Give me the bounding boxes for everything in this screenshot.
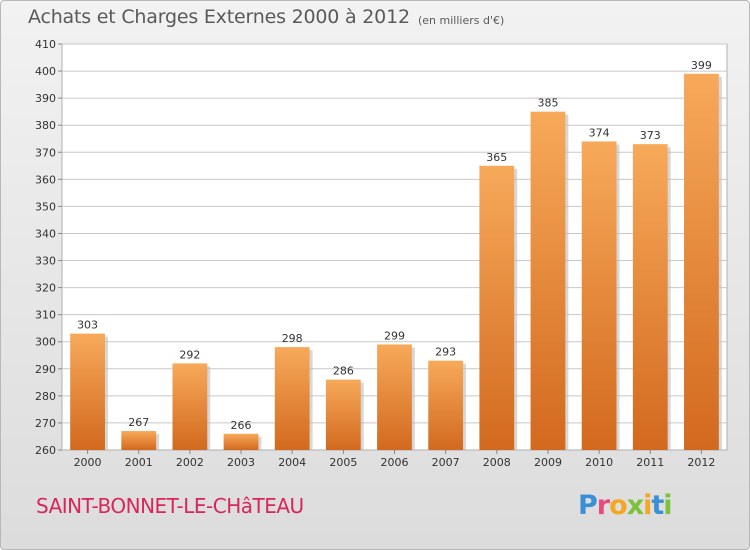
data-label: 266 <box>231 419 252 432</box>
x-tick-label: 2003 <box>227 456 255 469</box>
y-tick-label: 270 <box>35 417 56 430</box>
bar-layer <box>70 73 722 451</box>
y-tick-label: 280 <box>35 390 56 403</box>
bar <box>377 344 412 450</box>
y-tick-label: 310 <box>35 309 56 322</box>
chart-subtitle: (en milliers d'€) <box>418 14 505 27</box>
x-tick-label: 2010 <box>585 456 613 469</box>
y-tick-label: 330 <box>35 255 56 268</box>
brand-letter: t <box>651 490 664 521</box>
y-tick-label: 300 <box>35 336 56 349</box>
bar <box>684 73 719 451</box>
bar <box>581 141 617 450</box>
data-label: 286 <box>333 365 354 378</box>
chart-title: Achats et Charges Externes 2000 à 2012 <box>28 6 410 28</box>
brand-letter: r <box>596 490 610 521</box>
y-tick-label: 320 <box>35 282 56 295</box>
y-tick-label: 340 <box>35 227 56 240</box>
bar <box>274 347 310 450</box>
data-label: 373 <box>640 129 661 142</box>
y-axis-ticks: 260 270 280 290 300 310 320 330 340 350 360 370 380 3… <box>35 38 62 457</box>
brand-logo: Proxiti <box>578 490 673 521</box>
data-label: 298 <box>282 332 303 345</box>
place-name: SAINT-BONNET-LE-CHâTEAU <box>36 494 304 518</box>
x-tick-label: 2005 <box>329 456 357 469</box>
y-tick-label: 360 <box>35 173 56 186</box>
brand-letter: i <box>663 490 672 521</box>
x-tick-label: 2007 <box>432 456 460 469</box>
label-layer: 303 267 292 266 298 286 299 293 365 385 374 373 399 <box>77 59 712 432</box>
x-tick-label: 2012 <box>687 456 715 469</box>
brand-letter: i <box>643 490 652 521</box>
bar <box>325 379 361 450</box>
data-label: 303 <box>77 319 98 332</box>
x-tick-label: 2001 <box>125 456 153 469</box>
y-tick-label: 350 <box>35 200 56 213</box>
y-tick-label: 370 <box>35 146 56 159</box>
y-tick-label: 290 <box>35 363 56 376</box>
y-tick-label: 380 <box>35 119 56 132</box>
x-tick-label: 2000 <box>74 456 102 469</box>
bar <box>428 360 464 450</box>
x-tick-label: 2009 <box>534 456 562 469</box>
x-tick-label: 2004 <box>278 456 306 469</box>
bar <box>121 431 157 450</box>
x-tick-label: 2006 <box>381 456 409 469</box>
bar <box>223 433 259 450</box>
data-label: 374 <box>589 126 610 139</box>
brand-letter: P <box>578 490 598 521</box>
bar <box>70 333 105 450</box>
y-tick-label: 410 <box>35 38 56 51</box>
data-label: 399 <box>691 59 712 72</box>
y-tick-label: 390 <box>35 92 56 105</box>
data-label: 299 <box>384 329 405 342</box>
x-tick-label: 2002 <box>176 456 204 469</box>
y-tick-label: 260 <box>35 444 56 457</box>
x-tick-label: 2011 <box>636 456 664 469</box>
x-tick-label: 2008 <box>483 456 511 469</box>
y-tick-label: 400 <box>35 65 56 78</box>
bar <box>172 363 208 450</box>
brand-letter: o <box>609 490 628 521</box>
data-label: 267 <box>128 416 149 429</box>
data-label: 365 <box>486 151 507 164</box>
bar <box>530 111 566 451</box>
bar <box>632 144 668 450</box>
data-label: 385 <box>537 97 558 110</box>
data-label: 292 <box>179 348 200 361</box>
data-label: 293 <box>435 346 456 359</box>
brand-letter: x <box>626 490 644 521</box>
x-axis-ticks: 2000 2001 2002 2003 2004 2005 2006 2007 2008 2009… <box>74 450 715 469</box>
bar <box>479 165 515 451</box>
